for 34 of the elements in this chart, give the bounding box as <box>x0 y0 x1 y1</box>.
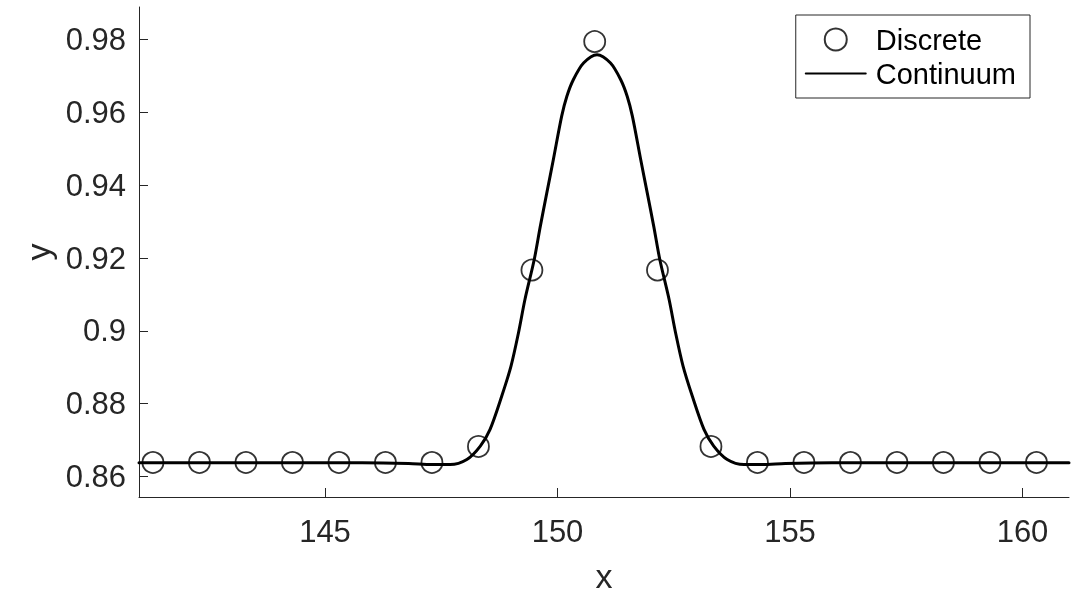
legend-label: Discrete <box>875 23 983 56</box>
y-axis-title: y <box>18 243 57 261</box>
x-tick-label: 160 <box>996 514 1049 549</box>
point <box>839 451 862 474</box>
point <box>932 451 955 474</box>
x-tick-label: 145 <box>299 514 351 549</box>
y-tick-label: 0.86 <box>65 458 126 494</box>
point <box>1025 451 1048 474</box>
y-tick-label: 0.96 <box>65 94 126 130</box>
point <box>646 258 669 282</box>
point <box>885 451 909 474</box>
point <box>234 451 258 474</box>
y-tick-label: 0.98 <box>65 22 126 58</box>
y-tick-label: 0.88 <box>65 386 126 422</box>
point <box>420 451 444 474</box>
point <box>141 451 165 474</box>
y-tick-label: 0.9 <box>82 313 126 349</box>
point <box>583 30 607 53</box>
point <box>520 258 544 282</box>
point <box>746 451 769 474</box>
point <box>188 451 211 474</box>
point <box>978 451 1002 474</box>
point <box>699 435 723 458</box>
point <box>792 451 816 474</box>
x-axis-title: x <box>595 557 613 595</box>
point <box>281 451 304 474</box>
x-tick-label: 150 <box>531 514 584 549</box>
y-tick-label: 0.94 <box>65 167 126 203</box>
point <box>327 451 351 474</box>
legend-label: Continuum <box>875 57 1017 90</box>
x-tick-label: 155 <box>764 514 816 549</box>
point <box>467 435 490 458</box>
point <box>374 451 397 474</box>
y-tick-label: 0.92 <box>65 240 126 276</box>
